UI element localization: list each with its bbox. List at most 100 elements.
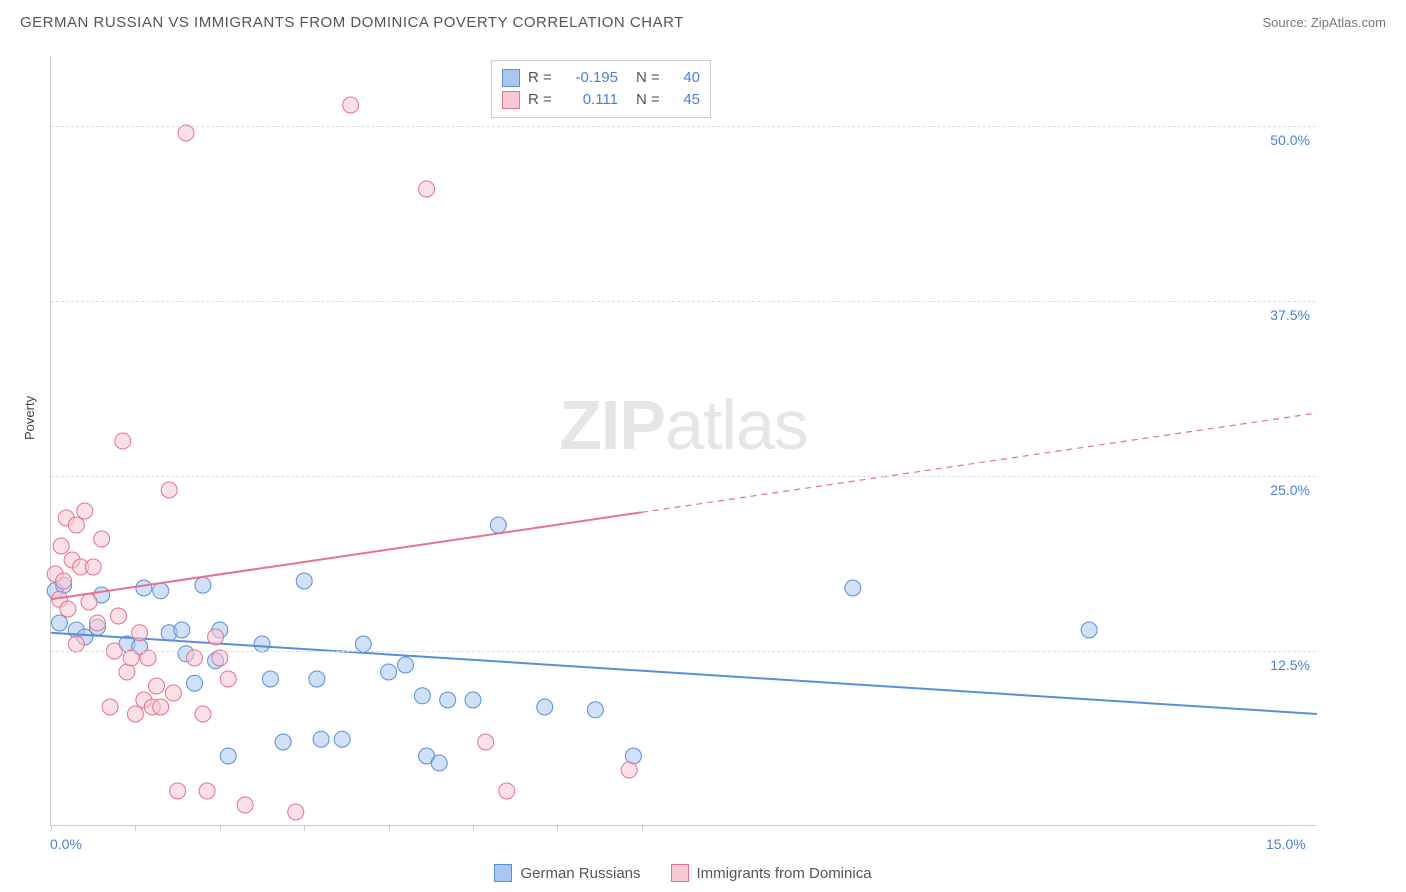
data-point xyxy=(220,671,236,687)
data-point xyxy=(275,734,291,750)
x-tick xyxy=(473,825,474,831)
data-point xyxy=(625,748,641,764)
data-point xyxy=(587,702,603,718)
data-point xyxy=(1081,622,1097,638)
data-point xyxy=(127,706,143,722)
data-point xyxy=(153,699,169,715)
data-point xyxy=(220,748,236,764)
swatch-series1-bottom xyxy=(494,864,512,882)
data-point xyxy=(161,482,177,498)
data-point xyxy=(334,731,350,747)
data-point xyxy=(195,577,211,593)
data-point xyxy=(440,692,456,708)
data-point xyxy=(53,538,69,554)
r-value-series1: -0.195 xyxy=(562,67,618,89)
data-point xyxy=(381,664,397,680)
r-label: R = xyxy=(528,67,554,89)
data-point xyxy=(186,650,202,666)
data-point xyxy=(60,601,76,617)
data-point xyxy=(254,636,270,652)
data-point xyxy=(111,608,127,624)
y-axis-title: Poverty xyxy=(22,396,37,440)
bottom-legend: German Russians Immigrants from Dominica xyxy=(50,864,1316,882)
scatter-svg xyxy=(51,56,1316,825)
data-point xyxy=(309,671,325,687)
data-point xyxy=(136,580,152,596)
trend-line-solid xyxy=(51,512,642,599)
n-value-series2: 45 xyxy=(670,89,700,111)
series1-name: German Russians xyxy=(520,865,640,882)
x-tick xyxy=(389,825,390,831)
x-tick xyxy=(51,825,52,831)
data-point xyxy=(123,650,139,666)
data-point xyxy=(397,657,413,673)
data-point xyxy=(56,573,72,589)
data-point xyxy=(81,594,97,610)
data-point xyxy=(414,688,430,704)
data-point xyxy=(132,625,148,641)
data-point xyxy=(262,671,278,687)
trend-line-dashed xyxy=(642,413,1317,512)
data-point xyxy=(343,97,359,113)
correlation-legend-box: R = -0.195 N = 40 R = 0.111 N = 45 xyxy=(491,60,711,118)
data-point xyxy=(313,731,329,747)
swatch-series1 xyxy=(502,69,520,87)
data-point xyxy=(537,699,553,715)
data-point xyxy=(296,573,312,589)
data-point xyxy=(419,181,435,197)
data-point xyxy=(85,559,101,575)
gridline xyxy=(51,301,1316,302)
data-point xyxy=(237,797,253,813)
trend-line-solid xyxy=(51,633,1317,714)
data-point xyxy=(68,636,84,652)
data-point xyxy=(115,433,131,449)
data-point xyxy=(68,517,84,533)
data-point xyxy=(170,783,186,799)
data-point xyxy=(499,783,515,799)
data-point xyxy=(119,664,135,680)
data-point xyxy=(490,517,506,533)
r-value-series2: 0.111 xyxy=(562,89,618,111)
data-point xyxy=(94,531,110,547)
data-point xyxy=(212,650,228,666)
data-point xyxy=(845,580,861,596)
data-point xyxy=(478,734,494,750)
data-point xyxy=(165,685,181,701)
data-point xyxy=(199,783,215,799)
data-point xyxy=(186,675,202,691)
chart-title: GERMAN RUSSIAN VS IMMIGRANTS FROM DOMINI… xyxy=(20,14,684,31)
data-point xyxy=(621,762,637,778)
x-max-label: 15.0% xyxy=(1266,836,1306,852)
x-tick xyxy=(557,825,558,831)
y-tick-label: 37.5% xyxy=(1270,307,1310,323)
legend-row-series1: R = -0.195 N = 40 xyxy=(502,67,700,89)
y-tick-label: 50.0% xyxy=(1270,132,1310,148)
y-tick-label: 12.5% xyxy=(1270,657,1310,673)
data-point xyxy=(355,636,371,652)
data-point xyxy=(51,615,67,631)
data-point xyxy=(431,755,447,771)
data-point xyxy=(288,804,304,820)
r-label: R = xyxy=(528,89,554,111)
data-point xyxy=(77,503,93,519)
gridline xyxy=(51,651,1316,652)
data-point xyxy=(149,678,165,694)
y-tick-label: 25.0% xyxy=(1270,482,1310,498)
source-label: Source: ZipAtlas.com xyxy=(1262,15,1386,30)
data-point xyxy=(208,629,224,645)
swatch-series2 xyxy=(502,91,520,109)
data-point xyxy=(195,706,211,722)
gridline xyxy=(51,126,1316,127)
swatch-series2-bottom xyxy=(671,864,689,882)
data-point xyxy=(465,692,481,708)
bottom-legend-item-series2: Immigrants from Dominica xyxy=(671,864,872,882)
legend-row-series2: R = 0.111 N = 45 xyxy=(502,89,700,111)
data-point xyxy=(140,650,156,666)
data-point xyxy=(102,699,118,715)
data-point xyxy=(89,615,105,631)
x-tick xyxy=(304,825,305,831)
n-label: N = xyxy=(636,89,662,111)
chart-plot-area: ZIPatlas R = -0.195 N = 40 R = 0.111 N =… xyxy=(50,56,1316,826)
n-value-series1: 40 xyxy=(670,67,700,89)
data-point xyxy=(153,583,169,599)
